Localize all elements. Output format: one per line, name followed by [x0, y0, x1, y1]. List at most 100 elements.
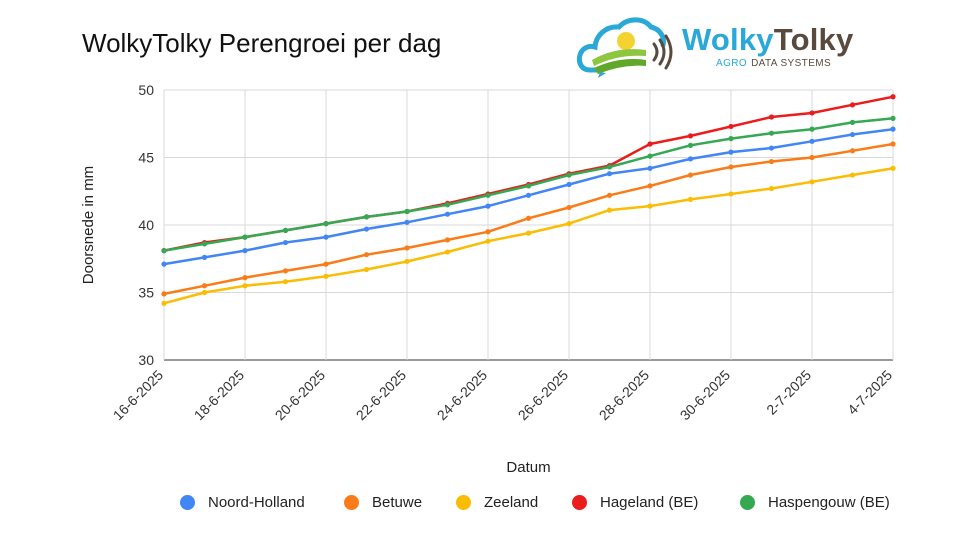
legend-item-haspengouw-be: Haspengouw (BE)	[740, 488, 890, 516]
legend-label: Zeeland	[484, 493, 539, 511]
data-point-zeeland	[849, 172, 856, 178]
data-point-betuwe	[444, 237, 451, 243]
data-point-haspengouw-be	[647, 153, 653, 159]
y-axis-title: Doorsnede in mm	[80, 166, 97, 284]
data-point-noord-holland	[687, 156, 694, 162]
x-tick-label: 30-6-2025	[677, 367, 734, 424]
data-point-haspengouw-be	[444, 202, 451, 208]
wolkytolky-logo: WolkyTolky AGRO DATA SYSTEMS	[576, 10, 856, 80]
data-point-hageland-be	[890, 94, 896, 100]
x-tick-label: 28-6-2025	[596, 367, 653, 424]
data-point-haspengouw-be	[566, 172, 572, 178]
data-point-hageland-be	[728, 123, 734, 130]
data-point-haspengouw-be	[525, 183, 532, 189]
data-point-zeeland	[404, 258, 410, 265]
legend-label: Haspengouw (BE)	[768, 493, 890, 511]
data-point-haspengouw-be	[161, 248, 167, 254]
data-point-zeeland	[161, 300, 167, 306]
x-axis-title: Datum	[506, 459, 550, 476]
data-point-zeeland	[647, 203, 653, 209]
data-point-betuwe	[687, 172, 694, 178]
data-point-hageland-be	[809, 110, 815, 116]
data-point-haspengouw-be	[606, 164, 613, 170]
data-point-betuwe	[566, 204, 572, 211]
y-tick-label: 35	[138, 285, 154, 301]
data-point-zeeland	[566, 221, 572, 227]
data-point-noord-holland	[161, 261, 167, 267]
x-tick-label: 26-6-2025	[515, 367, 572, 424]
data-point-betuwe	[849, 148, 856, 154]
y-tick-label: 30	[138, 352, 154, 368]
data-point-haspengouw-be	[404, 208, 410, 215]
data-point-betuwe	[363, 252, 370, 258]
legend-item-zeeland: Zeeland	[456, 488, 538, 516]
legend-item-betuwe: Betuwe	[344, 488, 422, 516]
logo-wordmark: WolkyTolky	[682, 22, 853, 58]
legend-label: Noord-Holland	[208, 493, 305, 511]
data-point-noord-holland	[606, 171, 613, 177]
data-point-haspengouw-be	[768, 130, 775, 136]
x-tick-label: 16-6-2025	[110, 367, 167, 424]
data-point-haspengouw-be	[282, 227, 289, 233]
x-tick-label: 22-6-2025	[353, 367, 410, 424]
data-point-hageland-be	[647, 141, 653, 147]
logo-word-part1: Wolky	[682, 22, 774, 57]
data-point-haspengouw-be	[323, 221, 329, 227]
data-point-noord-holland	[768, 145, 775, 151]
series-line-hageland-be	[163, 95, 894, 252]
data-point-zeeland	[768, 185, 775, 192]
data-point-betuwe	[890, 141, 896, 147]
data-point-zeeland	[485, 238, 491, 244]
data-point-betuwe	[525, 215, 532, 221]
x-tick-label: 24-6-2025	[434, 367, 491, 424]
data-point-noord-holland	[404, 219, 410, 225]
data-point-zeeland	[728, 191, 734, 197]
data-point-haspengouw-be	[242, 234, 248, 240]
data-point-betuwe	[404, 245, 410, 251]
data-point-zeeland	[282, 279, 289, 285]
data-point-noord-holland	[525, 192, 532, 198]
logo-word-part2: Tolky	[773, 22, 854, 57]
data-point-betuwe	[606, 192, 613, 198]
x-tick-label: 2-7-2025	[763, 367, 814, 418]
logo-tagline: AGRO DATA SYSTEMS	[716, 58, 831, 69]
data-point-noord-holland	[890, 126, 896, 132]
data-point-haspengouw-be	[849, 119, 856, 125]
legend-item-noord-holland: Noord-Holland	[180, 488, 305, 516]
data-point-betuwe	[768, 158, 775, 165]
data-point-noord-holland	[566, 181, 572, 188]
y-tick-label: 50	[138, 82, 154, 98]
legend-dot-icon	[456, 494, 471, 510]
data-point-noord-holland	[363, 226, 370, 232]
data-point-zeeland	[444, 249, 451, 255]
data-point-noord-holland	[647, 165, 653, 171]
y-tick-label: 45	[138, 150, 154, 166]
data-point-betuwe	[201, 283, 208, 289]
data-point-haspengouw-be	[687, 142, 694, 148]
data-point-noord-holland	[728, 149, 734, 155]
data-point-haspengouw-be	[201, 241, 208, 247]
data-point-haspengouw-be	[728, 136, 734, 142]
x-tick-label: 18-6-2025	[191, 367, 248, 424]
legend-dot-icon	[740, 494, 755, 510]
data-point-hageland-be	[849, 102, 856, 108]
data-point-zeeland	[687, 196, 694, 202]
data-point-noord-holland	[242, 248, 248, 254]
legend-dot-icon	[572, 494, 587, 510]
logo-tagline-rest: DATA SYSTEMS	[751, 58, 832, 69]
data-point-betuwe	[282, 268, 289, 274]
data-point-zeeland	[525, 230, 532, 236]
data-point-noord-holland	[849, 131, 856, 138]
y-tick-label: 40	[138, 217, 154, 233]
x-tick-label: 4-7-2025	[844, 367, 895, 418]
data-point-haspengouw-be	[485, 192, 491, 198]
data-point-noord-holland	[809, 138, 815, 144]
data-point-noord-holland	[282, 239, 289, 246]
data-point-noord-holland	[485, 203, 491, 209]
data-point-noord-holland	[444, 211, 451, 217]
x-tick-label: 20-6-2025	[272, 367, 329, 424]
data-point-betuwe	[809, 154, 815, 161]
chart-legend: Noord-Holland Betuwe Zeeland Hageland (BE) H…	[0, 488, 960, 516]
data-point-betuwe	[485, 229, 491, 235]
